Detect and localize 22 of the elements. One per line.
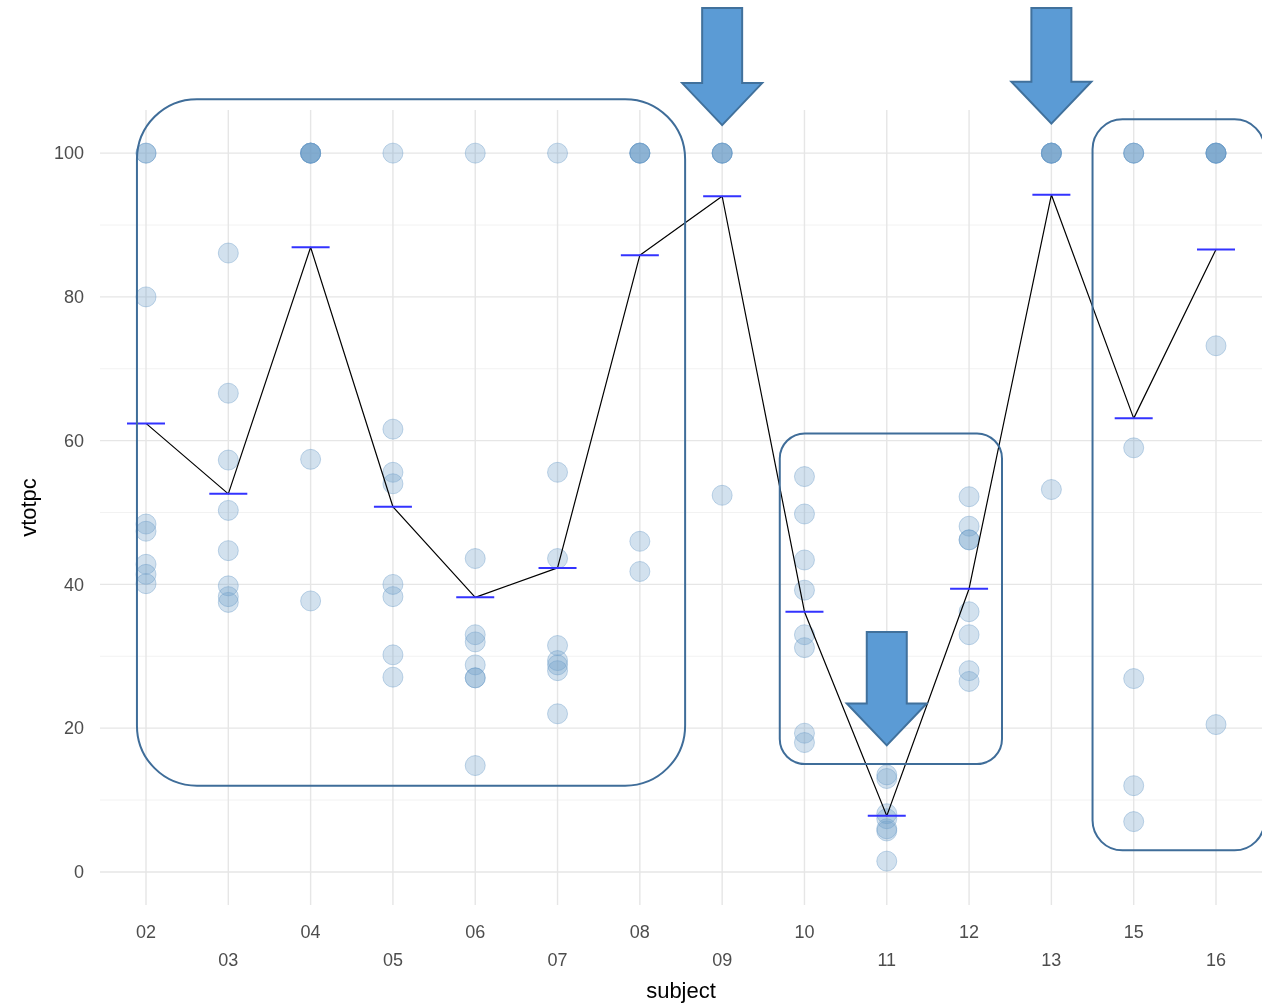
x-tick-label: 06 (465, 922, 486, 942)
y-tick-label: 20 (63, 718, 84, 739)
x-tick-label: 03 (218, 950, 239, 970)
x-tick-label: 05 (382, 950, 403, 970)
x-tick-label: 12 (959, 922, 980, 942)
x-tick-label: 09 (712, 950, 733, 970)
y-tick-label: 60 (63, 430, 84, 451)
x-tick-label: 16 (1205, 950, 1227, 970)
x-axis-title: subject (646, 978, 716, 1003)
y-tick-label: 100 (53, 143, 84, 164)
x-tick-label: 11 (877, 950, 897, 970)
x-tick-label: 07 (547, 950, 568, 970)
y-tick-label: 0 (73, 862, 84, 883)
y-tick-label: 80 (63, 287, 84, 308)
x-tick-label: 04 (300, 922, 321, 942)
x-tick-label: 10 (794, 922, 815, 942)
x-tick-label: 13 (1041, 950, 1062, 970)
x-tick-label: 15 (1123, 922, 1144, 942)
x-tick-label: 08 (629, 922, 650, 942)
y-axis-title: vtotpc (16, 478, 41, 537)
y-tick-label: 40 (63, 574, 84, 595)
x-tick-label: 02 (135, 922, 157, 942)
